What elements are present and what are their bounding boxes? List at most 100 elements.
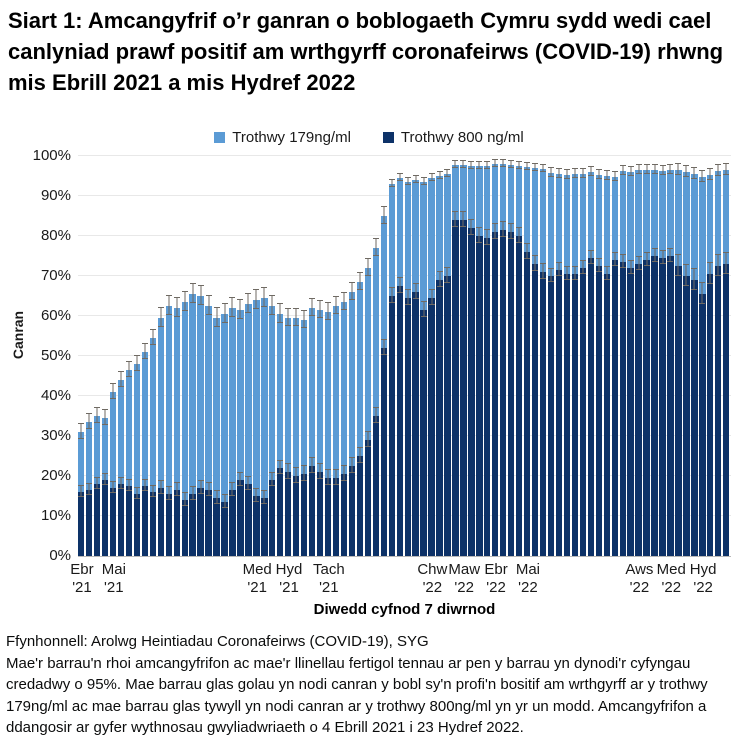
error-bar-179 <box>643 164 650 174</box>
bar-segment-800 <box>508 232 515 556</box>
x-axis-month-label: Chw '22 <box>417 561 448 596</box>
error-bar-800 <box>261 489 268 505</box>
stacked-bar <box>523 156 531 556</box>
bar-segment-179 <box>253 300 260 496</box>
bar-segment-179 <box>117 380 125 484</box>
bar-segment-800 <box>563 274 571 556</box>
bar-segment-800 <box>444 276 451 556</box>
bar-segment-800 <box>675 266 682 556</box>
y-axis-tick-label: 70% <box>40 267 71 284</box>
stacked-bar <box>428 156 435 556</box>
bar-segment-179 <box>643 170 650 260</box>
bar-segment-179 <box>412 180 419 292</box>
error-bar-179 <box>325 302 332 320</box>
bar-segment-800 <box>500 230 507 556</box>
error-bar-800 <box>173 481 180 497</box>
error-bar-179 <box>548 166 554 177</box>
stacked-bar <box>627 156 634 556</box>
footer-note: Mae'r barrau'n rhoi amcangyfrifon ac mae… <box>6 654 708 737</box>
error-bar-179 <box>532 162 539 172</box>
bar-segment-179 <box>348 292 356 466</box>
bar-segment-179 <box>157 318 164 488</box>
y-axis-tick-label: 10% <box>40 507 71 524</box>
bar-segment-179 <box>627 172 634 268</box>
error-bar-800 <box>356 447 363 463</box>
stacked-bar <box>356 156 364 556</box>
y-axis-tick-labels: 0% 10% 20% 30% 40% 50% 60% 70% 80% 90% 100% <box>0 147 71 564</box>
error-bar-179 <box>348 282 355 300</box>
error-bar-179 <box>563 168 570 179</box>
bar-segment-800 <box>428 298 435 556</box>
error-bar-800 <box>651 247 658 263</box>
bar-segment-800 <box>707 274 714 556</box>
error-bar-800 <box>468 218 475 236</box>
error-bar-179 <box>460 159 467 168</box>
error-bar-179 <box>133 354 140 372</box>
error-bar-800 <box>571 265 578 281</box>
error-bar-800 <box>516 226 523 244</box>
stacked-bar <box>420 156 427 556</box>
bar-segment-800 <box>85 490 93 556</box>
x-axis-month-label: Hyd '21 <box>275 561 303 596</box>
error-bar-800 <box>229 481 236 497</box>
error-bar-800 <box>723 252 730 274</box>
stacked-bar <box>93 156 101 556</box>
error-bar-179 <box>237 299 244 319</box>
error-bar-800 <box>189 485 196 501</box>
bar-segment-179 <box>372 248 379 416</box>
error-bar-179 <box>444 168 451 178</box>
bar-segment-179 <box>285 318 292 472</box>
bar-segment-179 <box>675 170 682 266</box>
error-bar-179 <box>524 161 531 170</box>
bar-segment-179 <box>316 310 324 472</box>
bar-segment-179 <box>173 308 180 490</box>
stacked-bar <box>205 156 212 556</box>
stacked-bar <box>611 156 618 556</box>
bar-segment-179 <box>523 166 531 252</box>
bar-segment-800 <box>492 232 499 556</box>
bar-segment-179 <box>364 268 372 440</box>
error-bar-179 <box>412 174 419 184</box>
stacked-bar <box>659 156 666 556</box>
bar-segment-800 <box>715 266 722 556</box>
bar-segment-800 <box>324 478 332 556</box>
x-axis-month-label: Mai '21 <box>101 561 126 596</box>
bar-segment-179 <box>277 314 284 468</box>
bar-segment-179 <box>324 312 332 478</box>
error-bar-800 <box>428 288 435 306</box>
bar-segment-800 <box>173 490 180 556</box>
stacked-bar <box>269 156 276 556</box>
bar-segment-179 <box>197 296 204 488</box>
bar-segment-179 <box>563 174 571 274</box>
bar-segment-800 <box>460 220 467 556</box>
error-bar-800 <box>460 210 467 228</box>
legend-item-179: Trothwy 179ng/ml <box>214 129 351 146</box>
error-bar-179 <box>699 169 706 182</box>
bar-segment-800 <box>579 268 587 556</box>
error-bar-800 <box>563 265 570 281</box>
error-bar-800 <box>125 478 132 492</box>
stacked-bar <box>484 156 491 556</box>
error-bar-800 <box>94 476 101 490</box>
error-bar-800 <box>149 484 156 498</box>
error-bar-179 <box>492 158 499 168</box>
stacked-bar <box>277 156 284 556</box>
error-bar-800 <box>388 286 395 304</box>
error-bar-179 <box>117 370 124 388</box>
bar-segment-179 <box>293 318 300 476</box>
bar-segment-800 <box>595 266 602 556</box>
error-bar-179 <box>86 412 93 430</box>
bar-segment-800 <box>691 280 698 556</box>
stacked-bar <box>213 156 220 556</box>
error-bar-179 <box>667 164 674 174</box>
error-bar-179 <box>102 408 109 426</box>
error-bar-179 <box>245 293 252 313</box>
x-axis-month-label: Ebr '22 <box>484 561 508 596</box>
error-bar-800 <box>611 251 618 267</box>
bar-segment-179 <box>492 164 499 232</box>
bar-segment-179 <box>388 184 395 296</box>
error-bar-800 <box>412 282 419 300</box>
error-bar-179 <box>356 272 363 290</box>
error-bar-179 <box>277 303 284 323</box>
